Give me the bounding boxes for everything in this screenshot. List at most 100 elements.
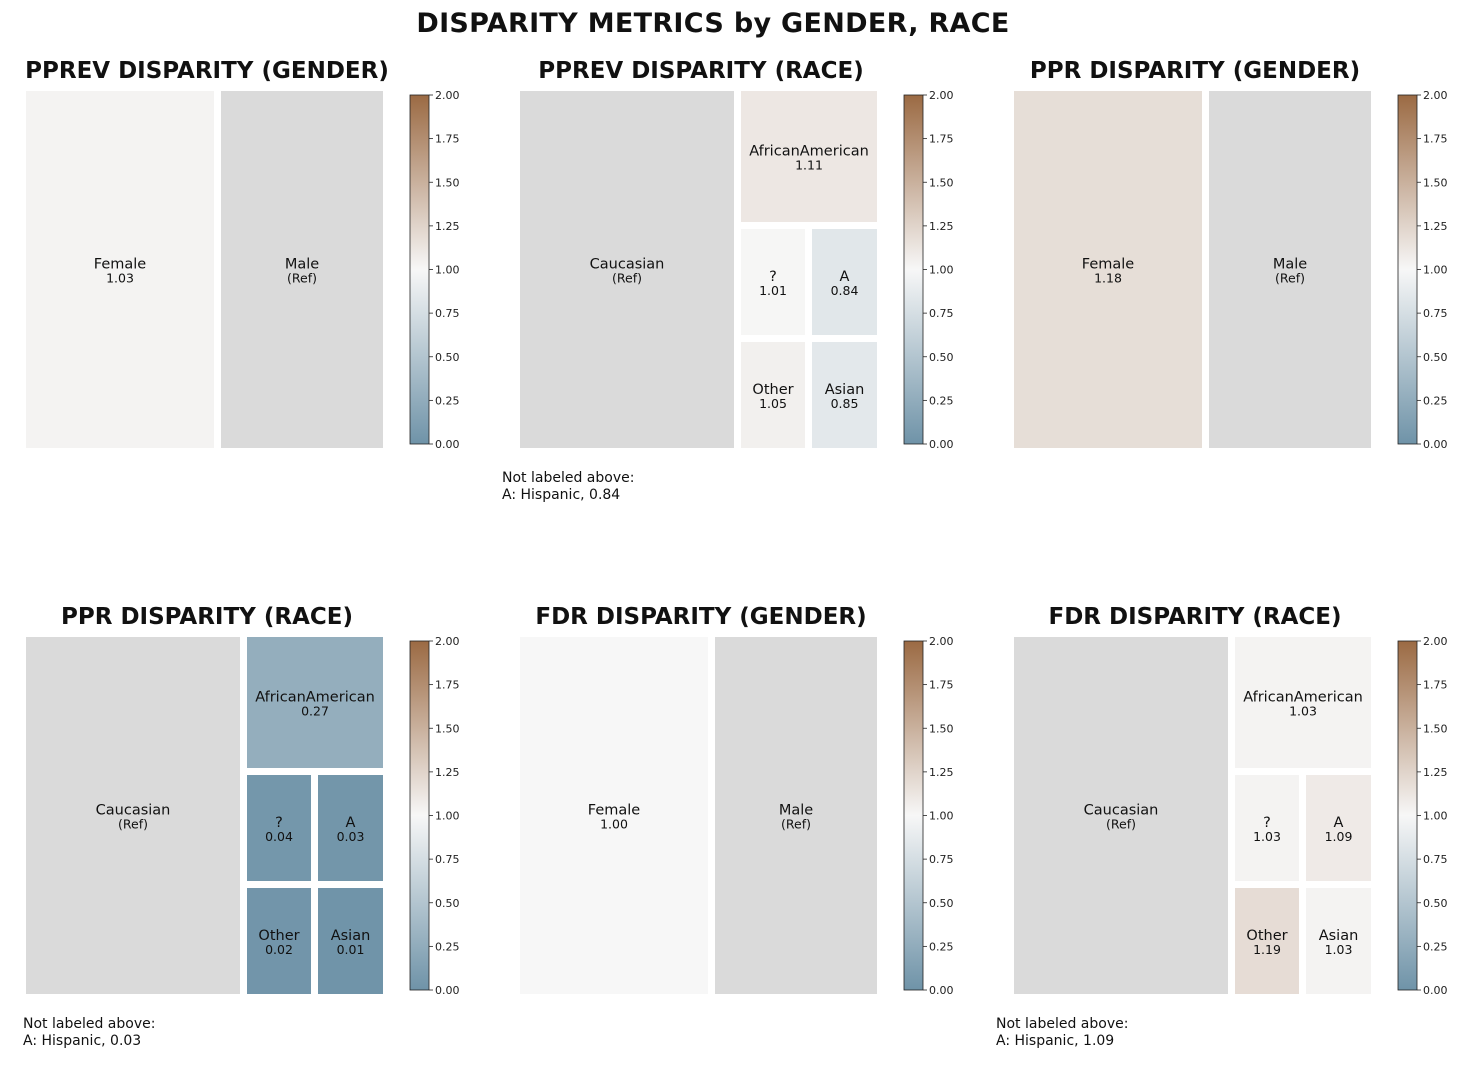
cell-value: 1.03: [1253, 829, 1281, 844]
treemap-cell: [741, 229, 805, 335]
cell-value: 0.85: [831, 396, 859, 411]
cell-label: Female: [588, 803, 641, 819]
cell-label: Asian: [1319, 928, 1359, 944]
treemap-cell: [247, 888, 311, 994]
panel-ppr-gender: PPR DISPARITY (GENDER) Female 1.18 Male (Re…: [1000, 58, 1476, 528]
colorbar-tick-label: 1.00: [929, 810, 954, 823]
treemap-cell: [1235, 637, 1371, 768]
colorbar-tick-label: 0.00: [929, 438, 954, 449]
colorbar-tick-label: 0.25: [929, 394, 954, 407]
panel-fdr-gender: FDR DISPARITY (GENDER) Female 1.00 Male (Re…: [506, 604, 986, 1074]
treemap-cell: [715, 637, 877, 994]
cell-label: Caucasian: [1084, 803, 1159, 819]
cell-value: 1.00: [600, 817, 628, 832]
note-line: A: Hispanic, 0.84: [502, 487, 621, 503]
colorbar-tick-label: 1.25: [929, 766, 954, 779]
treemap-cell: [318, 888, 383, 994]
cell-label: A: [840, 269, 850, 285]
treemap-cell: [221, 91, 383, 448]
panel-fdr-race: FDR DISPARITY (RACE) Caucasian (Ref) Afric…: [996, 604, 1476, 1074]
treemap-plot: Female1.00Male(Ref)0.000.250.500.751.001…: [520, 635, 954, 995]
cell-value: (Ref): [1275, 271, 1305, 286]
colorbar-tick-label: 0.75: [1423, 853, 1448, 866]
note-line: A: Hispanic, 0.03: [23, 1033, 142, 1049]
colorbar: [1397, 640, 1418, 991]
colorbar-tick-label: 0.25: [435, 940, 460, 953]
figure-title: DISPARITY METRICS by GENDER, RACE: [416, 8, 1010, 39]
colorbar-tick-label: 1.25: [929, 220, 954, 233]
cell-label: ?: [1263, 815, 1271, 831]
cell-label: Female: [94, 257, 147, 273]
colorbar: [903, 94, 924, 445]
cell-value: 1.03: [1325, 942, 1353, 957]
cell-value: 0.02: [265, 942, 293, 957]
colorbar-tick-label: 0.50: [435, 897, 460, 910]
cell-label: Caucasian: [96, 803, 171, 819]
cell-label: ?: [275, 815, 283, 831]
cell-value: (Ref): [118, 817, 148, 832]
colorbar-tick-label: 1.00: [435, 264, 460, 277]
colorbar-tick-label: 0.00: [435, 984, 460, 995]
cell-label: Male: [1273, 257, 1307, 273]
cell-label: Caucasian: [590, 257, 665, 273]
cell-value: 0.84: [831, 283, 859, 298]
cell-value: 1.03: [106, 271, 134, 286]
unlabeled-note: Not labeled above: A: Hispanic, 0.03: [23, 1016, 155, 1050]
treemap-cell: [247, 775, 311, 881]
colorbar-tick-label: 0.00: [1423, 438, 1448, 449]
colorbar-tick-label: 1.50: [1423, 176, 1448, 189]
colorbar-tick-label: 0.00: [929, 984, 954, 995]
colorbar-tick-label: 1.50: [929, 176, 954, 189]
treemap-cell: [741, 342, 805, 448]
treemap-cell: [812, 229, 877, 335]
cell-label: A: [346, 815, 356, 831]
cell-label: Other: [258, 928, 299, 944]
treemap-cell: [741, 91, 877, 222]
colorbar-tick-label: 1.50: [1423, 722, 1448, 735]
colorbar: [409, 640, 430, 991]
treemap-cell: [1306, 775, 1371, 881]
cell-label: Asian: [825, 382, 865, 398]
cell-label: Other: [1246, 928, 1287, 944]
panel-ppr-race: PPR DISPARITY (RACE) Caucasian (Ref) Afric…: [12, 604, 492, 1074]
cell-value: 1.05: [759, 396, 787, 411]
colorbar-tick-label: 0.00: [1423, 984, 1448, 995]
panel-title: PPREV DISPARITY (GENDER): [25, 58, 389, 84]
colorbar-tick-label: 0.50: [1423, 897, 1448, 910]
colorbar-tick-label: 0.75: [435, 307, 460, 320]
cell-label: AfricanAmerican: [255, 690, 375, 706]
panel-title: PPR DISPARITY (GENDER): [1029, 58, 1361, 84]
note-line: A: Hispanic, 1.09: [996, 1033, 1115, 1049]
panel-pprev-gender: PPREV DISPARITY (GENDER) Female 1.03 Male(…: [12, 58, 492, 528]
colorbar-tick-label: 0.75: [929, 307, 954, 320]
cell-value: 0.04: [265, 829, 293, 844]
colorbar: [409, 94, 430, 445]
colorbar-tick-label: 2.00: [435, 635, 460, 648]
colorbar-tick-label: 1.75: [435, 133, 460, 146]
note-line: Not labeled above:: [23, 1016, 156, 1032]
cell-label: Other: [752, 382, 793, 398]
colorbar-tick-label: 0.75: [435, 853, 460, 866]
colorbar: [903, 640, 924, 991]
cell-label: Asian: [331, 928, 371, 944]
cell-label: ?: [769, 269, 777, 285]
cell-label: Female: [1082, 257, 1135, 273]
colorbar-tick-label: 1.25: [1423, 220, 1448, 233]
colorbar-tick-label: 0.75: [929, 853, 954, 866]
cell-value: (Ref): [781, 817, 811, 832]
cell-label: Male: [779, 803, 813, 819]
colorbar-tick-label: 2.00: [929, 89, 954, 102]
cell-value: (Ref): [612, 271, 642, 286]
colorbar: [1397, 94, 1418, 445]
colorbar-tick-label: 2.00: [1423, 89, 1448, 102]
colorbar-tick-label: 1.00: [1423, 810, 1448, 823]
treemap-cell: [1014, 637, 1228, 994]
colorbar-tick-label: 1.75: [929, 679, 954, 692]
treemap-cell: [1235, 888, 1299, 994]
colorbar-tick-label: 0.25: [435, 394, 460, 407]
colorbar-tick-label: 0.25: [1423, 394, 1448, 407]
colorbar-tick-label: 2.00: [929, 635, 954, 648]
treemap-cell: [520, 91, 734, 448]
treemap-cell: [1306, 888, 1371, 994]
colorbar-tick-label: 1.25: [435, 220, 460, 233]
